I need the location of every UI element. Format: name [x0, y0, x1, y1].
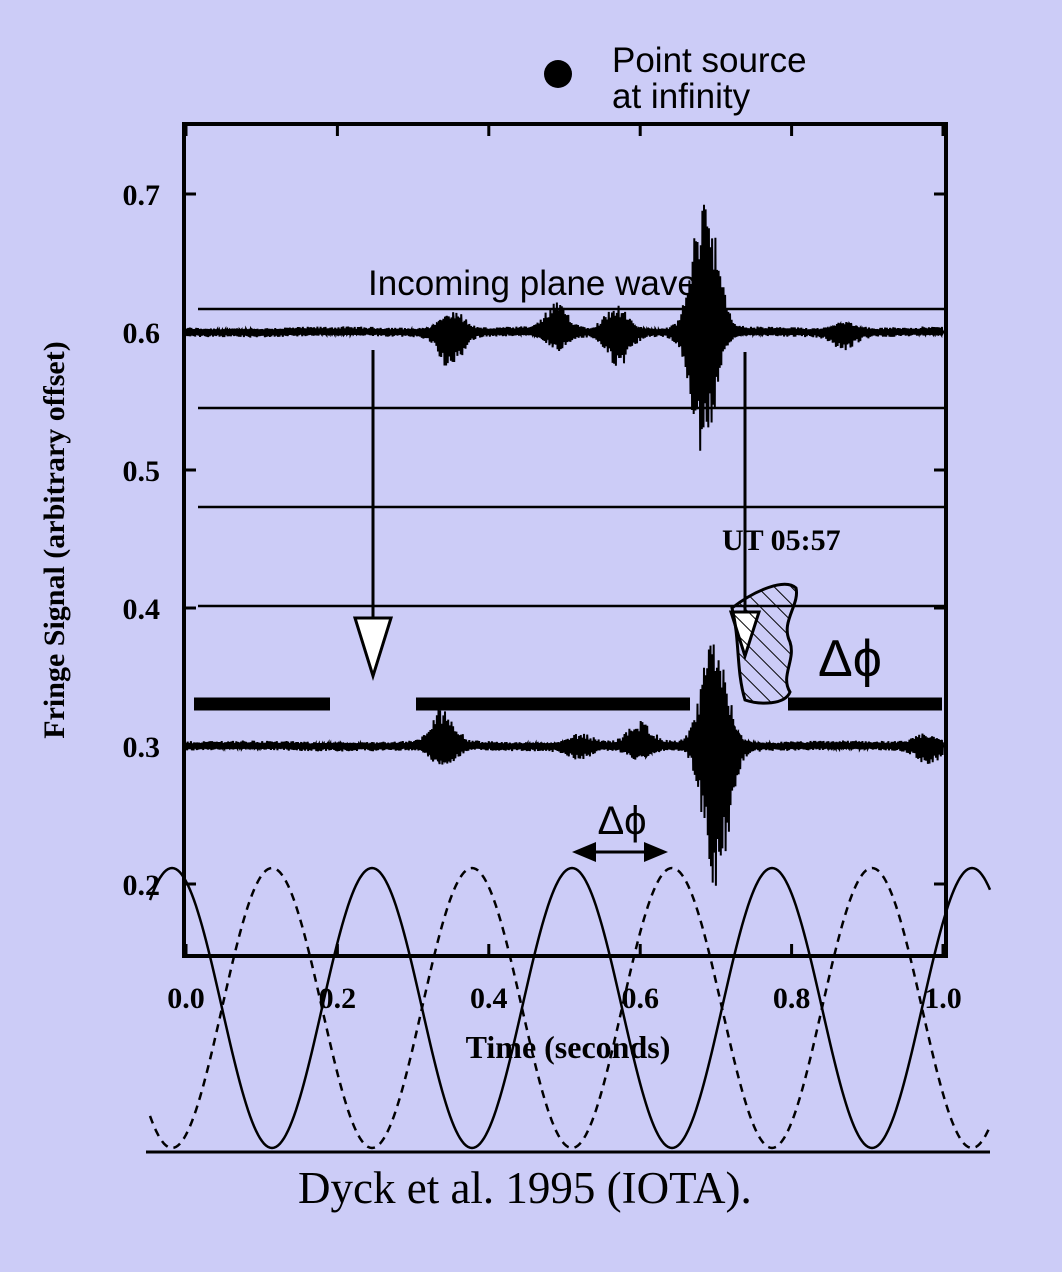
- reference-wave-solid: [148, 866, 992, 1150]
- delta-phi-large-label: Δϕ: [818, 630, 882, 688]
- fringe-trace-1: [185, 204, 944, 451]
- y-axis-label: Fringe Signal (arbitrary offset): [38, 341, 71, 738]
- point-source-label-line2: at infinity: [612, 77, 751, 116]
- y-tick-label: 0.6: [123, 317, 161, 350]
- axis-ticks: [184, 124, 946, 956]
- y-tick-label: 0.3: [123, 731, 161, 764]
- wavefront-lines: [198, 307, 944, 608]
- left-arrow-head: [352, 616, 394, 682]
- x-tick-label: 1.0: [924, 982, 962, 1015]
- x-tick-label: 0.4: [470, 982, 508, 1015]
- x-tick-label: 0.0: [167, 982, 205, 1015]
- y-tick-label: 0.7: [123, 179, 161, 212]
- y-tick-label: 0.2: [123, 869, 161, 902]
- fringe-traces: [185, 204, 944, 886]
- delta-phi-arrowhead-left: [572, 842, 596, 862]
- axis-tick-labels: 0.20.30.40.50.60.70.0 0.2 0.4 0.6 0.8 1.0: [123, 179, 962, 1015]
- y-tick-label: 0.5: [123, 455, 161, 488]
- x-tick-label: 0.8: [773, 982, 811, 1015]
- figure-caption: Dyck et al. 1995 (IOTA).: [298, 1163, 752, 1213]
- delta-phi-arrowhead-right: [644, 842, 668, 862]
- point-source-label-line1: Point source: [612, 41, 807, 80]
- y-tick-label: 0.4: [123, 593, 161, 626]
- fringe-trace-2: [185, 644, 944, 886]
- reference-wave-dashed: [148, 866, 992, 1150]
- point-source-dot: [544, 60, 572, 88]
- delta-phi-small-label: Δϕ: [597, 799, 646, 843]
- plane-waves-label: Incoming plane waves: [368, 264, 714, 303]
- plot-frame: [182, 122, 948, 958]
- phase-hatch-shape: [730, 582, 799, 705]
- x-axis-label: Time (seconds): [466, 1029, 671, 1065]
- ut-time-label: UT 05:57: [722, 524, 841, 557]
